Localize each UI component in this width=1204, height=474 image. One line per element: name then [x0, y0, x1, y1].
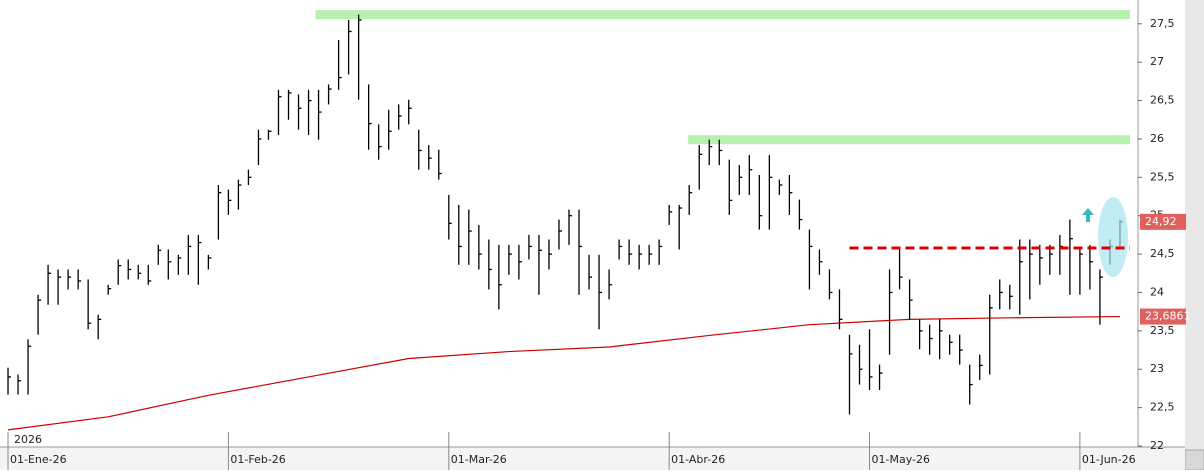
price-marker-label: 24,92: [1145, 215, 1177, 228]
year-label: 2026: [14, 433, 42, 446]
price-marker-label: 23,6861: [1145, 310, 1191, 323]
price-marker: [1140, 308, 1186, 325]
x-tick-label: 01-Ene-26: [10, 453, 67, 466]
y-tick-label: 27: [1150, 55, 1164, 68]
plot-area: [7, 10, 1130, 431]
y-tick-label: 23: [1150, 362, 1164, 375]
y-tick-label: 24: [1150, 285, 1164, 298]
y-tick-label: 22,5: [1150, 401, 1175, 414]
x-tick-label: 01-Feb-26: [230, 453, 285, 466]
moving-average: [7, 315, 1120, 431]
x-tick-label: 01-May-26: [872, 453, 930, 466]
y-tick-label: 23,5: [1150, 324, 1175, 337]
highlight-ellipse: [1098, 197, 1128, 277]
price-marker: [1140, 213, 1186, 230]
y-tick-label: 22: [1150, 439, 1164, 452]
up-arrow: [1082, 208, 1094, 222]
y-tick-label: 26: [1150, 132, 1164, 145]
y-tick-label: 26,5: [1150, 94, 1175, 107]
y-tick-label: 24,5: [1150, 247, 1175, 260]
scrollbar[interactable]: [1185, 0, 1204, 470]
y-tick-label: 27,5: [1150, 17, 1175, 30]
x-tick-label: 01-Jun-26: [1082, 453, 1136, 466]
y-tick-label: 25,5: [1150, 170, 1175, 183]
x-tick-label: 01-Abr-26: [671, 453, 725, 466]
scroll-button[interactable]: [1184, 449, 1204, 471]
x-tick-label: 01-Mar-26: [451, 453, 507, 466]
x-axis-strip: [0, 447, 1185, 470]
